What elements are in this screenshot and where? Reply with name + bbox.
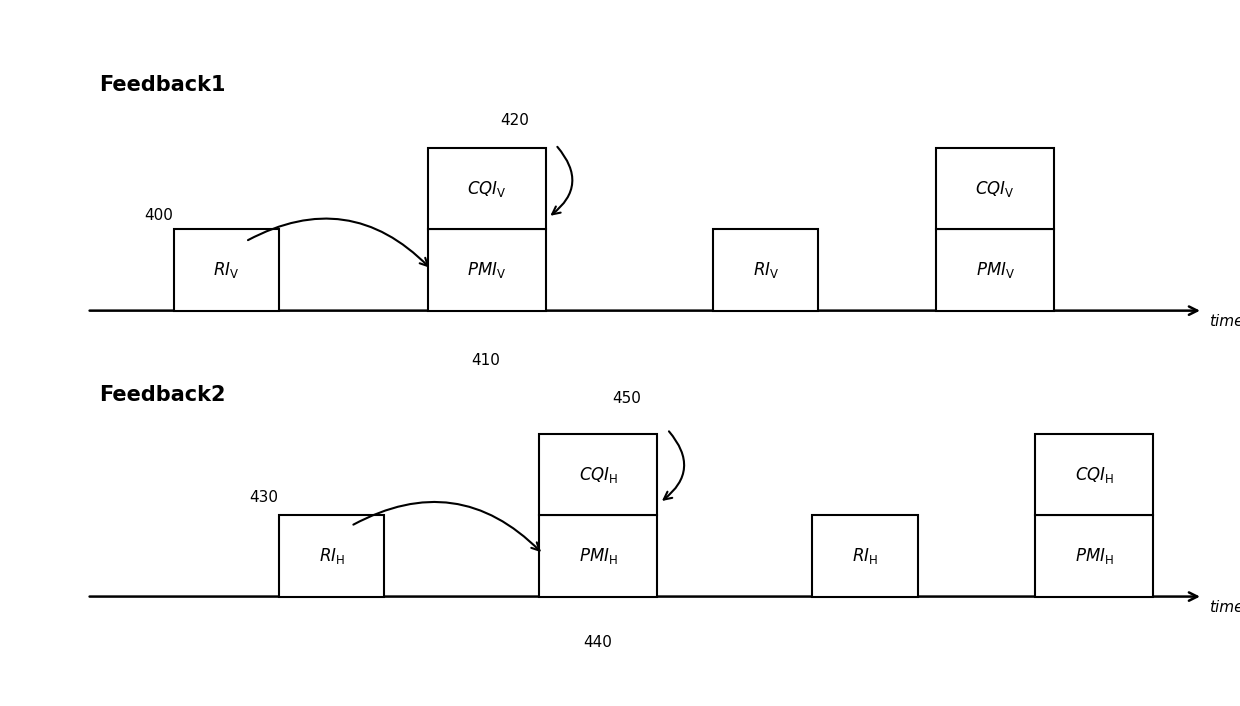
- Text: 440: 440: [583, 635, 613, 650]
- Text: Feedback2: Feedback2: [99, 385, 226, 405]
- Bar: [812, 515, 918, 597]
- Text: 410: 410: [471, 352, 501, 368]
- Bar: [1035, 434, 1153, 515]
- Text: $RI_{\mathregular{V}}$: $RI_{\mathregular{V}}$: [753, 260, 779, 280]
- Bar: [713, 229, 818, 311]
- Text: $RI_{\mathregular{H}}$: $RI_{\mathregular{H}}$: [319, 546, 345, 566]
- Text: $PMI_{\mathregular{H}}$: $PMI_{\mathregular{H}}$: [1075, 546, 1114, 566]
- Text: $CQI_{\mathregular{V}}$: $CQI_{\mathregular{V}}$: [467, 179, 506, 199]
- Text: $CQI_{\mathregular{H}}$: $CQI_{\mathregular{H}}$: [1075, 465, 1114, 485]
- Text: $RI_{\mathregular{H}}$: $RI_{\mathregular{H}}$: [852, 546, 878, 566]
- Bar: [936, 229, 1054, 311]
- Bar: [428, 229, 546, 311]
- Bar: [539, 515, 657, 597]
- Text: 450: 450: [611, 391, 641, 407]
- Bar: [1035, 515, 1153, 597]
- Bar: [936, 148, 1054, 229]
- Text: time: time: [1209, 313, 1240, 329]
- Text: Feedback1: Feedback1: [99, 75, 226, 95]
- Bar: [428, 148, 546, 229]
- Text: $RI_{\mathregular{V}}$: $RI_{\mathregular{V}}$: [213, 260, 239, 280]
- Text: time: time: [1209, 599, 1240, 615]
- Text: $PMI_{\mathregular{V}}$: $PMI_{\mathregular{V}}$: [976, 260, 1014, 280]
- Text: $PMI_{\mathregular{V}}$: $PMI_{\mathregular{V}}$: [467, 260, 506, 280]
- Bar: [539, 434, 657, 515]
- Text: $CQI_{\mathregular{V}}$: $CQI_{\mathregular{V}}$: [976, 179, 1014, 199]
- Text: $CQI_{\mathregular{H}}$: $CQI_{\mathregular{H}}$: [579, 465, 618, 485]
- Bar: [279, 515, 384, 597]
- Text: 400: 400: [144, 208, 174, 223]
- Text: 430: 430: [249, 490, 279, 505]
- Text: 420: 420: [500, 112, 529, 128]
- Text: $PMI_{\mathregular{H}}$: $PMI_{\mathregular{H}}$: [579, 546, 618, 566]
- Bar: [174, 229, 279, 311]
